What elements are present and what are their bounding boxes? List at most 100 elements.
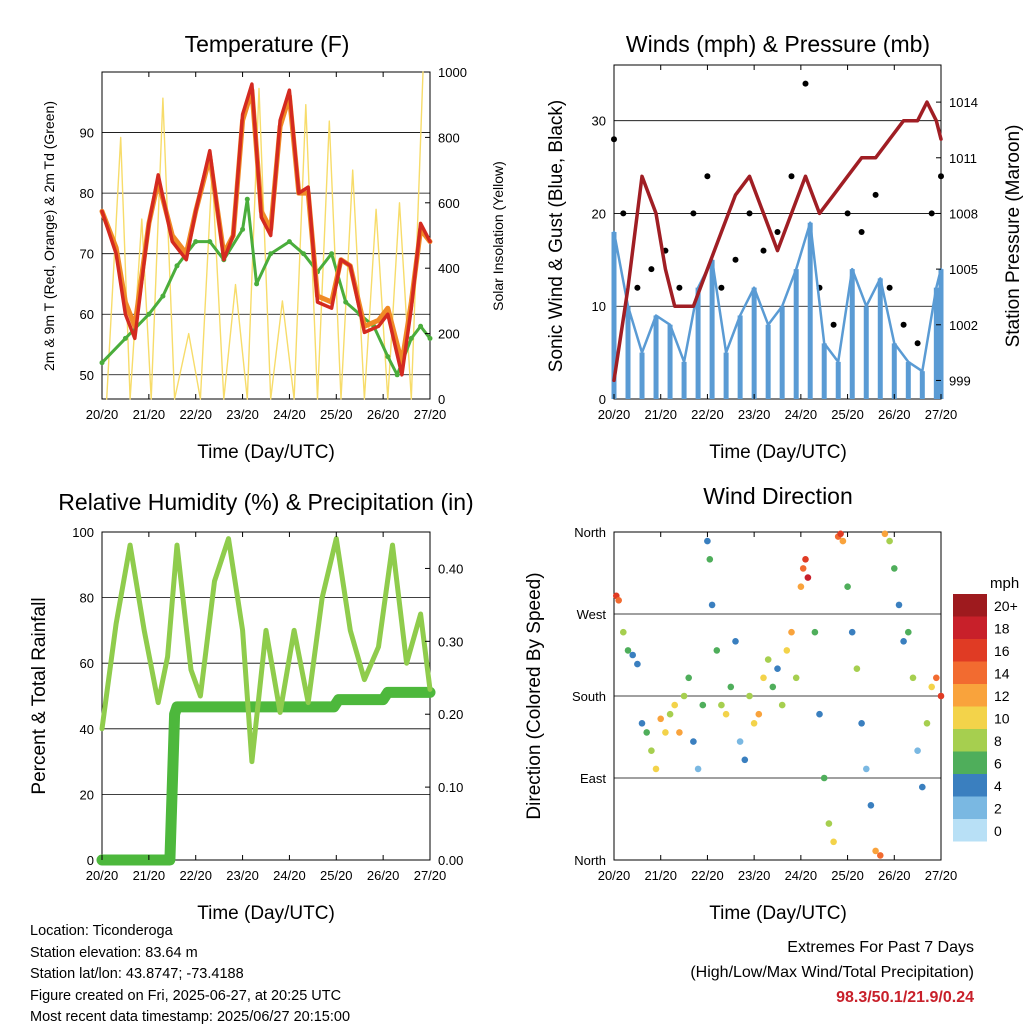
direction-point (713, 647, 721, 654)
direction-point (694, 765, 702, 773)
humidity-x-tick-label: 23/20 (226, 868, 259, 883)
direction-point (877, 852, 884, 859)
direction-point (853, 665, 861, 672)
rh-line (99, 536, 433, 765)
temperature-y-left-tick: 60 (80, 307, 94, 322)
speed-legend-swatch (953, 751, 987, 774)
pressure-line (612, 100, 943, 383)
direction-point (774, 665, 781, 672)
speed-legend-label: 4 (994, 778, 1002, 794)
winds-y-right-tick: 1002 (949, 318, 978, 333)
pressure-series (612, 100, 943, 383)
humidity-y-right-tick: 0.30 (438, 634, 463, 649)
temperature-y-right-tick: 800 (438, 130, 460, 145)
direction-point (629, 651, 636, 659)
humidity-y-right-tick: 0.40 (438, 561, 463, 576)
temp-2m-line (100, 82, 432, 377)
speed-legend-label: 6 (994, 756, 1002, 772)
dewpoint-point (394, 372, 400, 378)
humidity-x-tick-label: 21/20 (133, 868, 166, 883)
gust-point (788, 173, 795, 180)
humidity-y-left-tick: 40 (80, 722, 94, 737)
direction-point (919, 783, 926, 791)
station-latlon: Station lat/lon: 43.8747; -73.4188 (30, 966, 244, 982)
direction-point (662, 729, 669, 736)
temperature-x-tick-label: 21/20 (133, 407, 166, 422)
direction-point (769, 683, 777, 691)
direction-point (797, 583, 805, 590)
speed-legend-label: 16 (994, 643, 1010, 659)
temperature-y-right-tick: 600 (438, 196, 460, 211)
humidity-y-left-tick: 80 (80, 591, 94, 606)
temperature-y-right-label: Solar Insolation (Yellow) (490, 161, 506, 311)
gust-point (648, 266, 655, 273)
gust-point (634, 284, 641, 291)
temperature-x-tick-label: 24/20 (273, 407, 306, 422)
direction-point (643, 729, 650, 736)
speed-legend-label: 12 (994, 688, 1010, 704)
humidity-y-left-tick: 0 (87, 853, 94, 868)
direction-point (837, 530, 844, 538)
dewpoint-point (122, 335, 128, 341)
direction-point (820, 774, 828, 782)
direction-point (680, 692, 688, 700)
speed-legend-swatch (953, 729, 987, 752)
sonic-wind-series (611, 221, 944, 399)
direction-point (718, 701, 725, 709)
direction-y-left-tick: East (580, 771, 606, 786)
direction-point (699, 701, 707, 709)
direction-point (676, 729, 683, 736)
gust-point (830, 321, 837, 328)
gust-point (746, 210, 753, 217)
extremes-box: Extremes For Past 7 Days (High/Low/Max W… (690, 935, 974, 1010)
direction-y-left-tick: West (577, 607, 607, 622)
direction-point (620, 628, 627, 636)
speed-legend-swatch (953, 774, 987, 797)
winds-x-label: Time (Day/UTC) (709, 442, 847, 463)
humidity-y-right-tick: 0.10 (438, 780, 463, 795)
direction-point (891, 565, 898, 572)
speed-legend-label: 20+ (994, 598, 1018, 614)
station-info: Location: Ticonderoga Station elevation:… (30, 921, 350, 1029)
precip-line (96, 686, 436, 866)
figure-created: Figure created on Fri, 2025-06-27, at 20… (30, 987, 342, 1004)
direction-point (825, 820, 833, 827)
temperature-x-tick-label: 26/20 (367, 407, 400, 422)
winds-x-tick-label: 27/20 (925, 407, 958, 422)
direction-title: Wind Direction (703, 483, 853, 509)
gust-point (718, 284, 725, 291)
direction-point (886, 537, 893, 545)
direction-point (690, 738, 697, 745)
direction-point (839, 537, 847, 545)
direction-point (671, 701, 678, 709)
direction-point (736, 738, 744, 745)
direction-point (881, 530, 889, 538)
direction-point (624, 647, 632, 654)
winds-x-tick-label: 26/20 (878, 407, 911, 422)
winds-y-right-tick: 999 (949, 373, 971, 388)
rh-series (99, 536, 433, 765)
temperature-y-right-tick: 400 (438, 261, 460, 276)
gust-point (900, 321, 907, 328)
speed-legend-label: 2 (994, 801, 1002, 817)
direction-point (760, 674, 767, 682)
gust-point (760, 247, 767, 254)
winds-x-tick-label: 24/20 (785, 407, 818, 422)
extremes-values: 98.3/50.1/21.9/0.24 (836, 989, 974, 1006)
temperature-y-left-tick: 80 (80, 186, 94, 201)
temperature-x-tick-label: 25/20 (320, 407, 353, 422)
direction-y-left-tick: North (574, 853, 606, 868)
temp-2m-series (100, 82, 432, 377)
direction-x-label: Time (Day/UTC) (709, 903, 847, 924)
dewpoint-point (193, 239, 199, 245)
direction-point (816, 710, 823, 718)
winds-y-right-tick: 1014 (949, 95, 978, 110)
gust-point (938, 173, 944, 180)
dewpoint-point (207, 239, 213, 245)
gust-point (690, 210, 697, 217)
direction-point (792, 674, 800, 682)
temperature-y-right-tick: 1000 (438, 65, 467, 80)
dewpoint-point (99, 360, 105, 366)
insolation-series (106, 71, 424, 400)
